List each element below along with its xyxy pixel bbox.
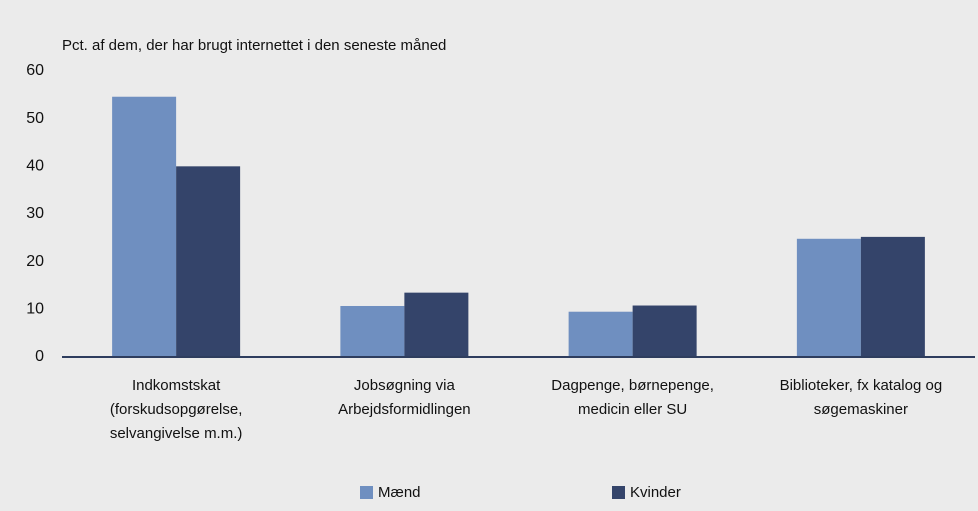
- bar: [796, 238, 861, 357]
- y-tick-label: 40: [26, 158, 44, 175]
- x-tick-label: Arbejdsformidlingen: [338, 401, 471, 418]
- legend-swatch: [612, 486, 625, 499]
- bar: [176, 166, 241, 357]
- y-tick-label: 60: [26, 62, 44, 79]
- bar: [404, 292, 469, 357]
- legend-label: Kvinder: [630, 484, 681, 501]
- x-tick-label: Biblioteker, fx katalog og: [780, 377, 943, 394]
- y-tick-label: 30: [26, 205, 44, 222]
- x-tick-label: søgemaskiner: [814, 401, 908, 418]
- x-tick-label: Dagpenge, børnepenge,: [551, 377, 714, 394]
- y-tick-label: 50: [26, 110, 44, 127]
- legend-swatch: [360, 486, 373, 499]
- bar: [860, 236, 925, 357]
- y-tick-label: 10: [26, 301, 44, 318]
- y-tick-label: 0: [35, 348, 44, 365]
- legend-label: Mænd: [378, 484, 421, 501]
- chart-title: Pct. af dem, der har brugt internettet i…: [62, 37, 446, 54]
- bar: [632, 305, 697, 357]
- bar: [568, 311, 633, 357]
- bar: [340, 305, 405, 357]
- x-tick-label: Jobsøgning via: [354, 377, 456, 394]
- y-tick-label: 20: [26, 253, 44, 270]
- x-tick-label: (forskudsopgørelse,: [110, 401, 243, 418]
- bar: [112, 96, 177, 358]
- x-tick-label: selvangivelse m.m.): [110, 425, 243, 442]
- x-tick-label: medicin eller SU: [578, 401, 687, 418]
- x-tick-label: Indkomstskat: [132, 377, 221, 394]
